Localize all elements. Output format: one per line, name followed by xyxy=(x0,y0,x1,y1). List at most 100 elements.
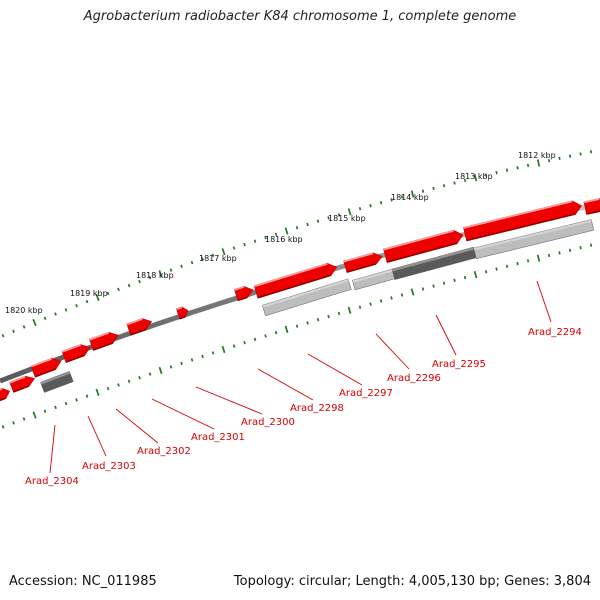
feature-block xyxy=(40,371,74,393)
inner-minor-tick xyxy=(180,361,183,366)
outer-minor-tick xyxy=(243,242,246,247)
outer-minor-tick xyxy=(306,222,309,227)
inner-minor-tick xyxy=(579,246,582,250)
outer-minor-tick xyxy=(201,257,204,261)
gene-label: Arad_2302 xyxy=(137,446,191,457)
outer-minor-tick xyxy=(568,154,572,158)
inner-minor-tick xyxy=(505,264,509,268)
outer-minor-tick xyxy=(22,325,26,329)
outer-minor-tick xyxy=(484,173,488,177)
inner-minor-tick xyxy=(390,296,393,300)
outer-minor-tick xyxy=(463,178,467,183)
gene-label-leader xyxy=(195,386,263,415)
inner-minor-tick xyxy=(495,267,498,271)
outer-minor-tick xyxy=(327,216,330,220)
outer-minor-tick xyxy=(379,201,383,205)
gene-arrow xyxy=(0,388,11,402)
gene-label: Arad_2297 xyxy=(339,388,393,399)
outer-minor-tick xyxy=(442,184,446,188)
inner-minor-tick xyxy=(148,372,152,376)
gene-arrow xyxy=(61,344,91,363)
inner-minor-tick xyxy=(516,261,519,266)
outer-minor-tick xyxy=(400,195,404,199)
scale-label: 1812 kbp xyxy=(518,151,556,160)
inner-major-tick xyxy=(221,345,226,354)
outer-minor-tick xyxy=(579,152,582,156)
outer-minor-tick xyxy=(495,171,498,175)
gene-label: Arad_2303 xyxy=(82,461,136,472)
gene-label-leader xyxy=(435,314,457,356)
outer-minor-tick xyxy=(264,235,267,240)
inner-minor-tick xyxy=(264,334,267,338)
outer-minor-tick xyxy=(117,287,120,292)
gene-label: Arad_2301 xyxy=(191,432,245,443)
outer-minor-tick xyxy=(453,181,456,185)
gene-label-leader xyxy=(87,415,107,457)
inner-minor-tick xyxy=(75,398,78,402)
outer-minor-tick xyxy=(64,308,68,312)
outer-minor-tick xyxy=(253,239,257,243)
scale-label: 1820 kbp xyxy=(5,306,43,315)
scale-label: 1817 kbp xyxy=(199,254,237,263)
gene-arrow xyxy=(383,229,464,263)
inner-minor-tick xyxy=(558,251,561,255)
inner-minor-tick xyxy=(589,243,593,247)
outer-minor-tick xyxy=(211,253,215,257)
outer-minor-tick xyxy=(85,299,89,304)
inner-minor-tick xyxy=(316,318,320,322)
gene-label-leader xyxy=(536,280,552,323)
gene-arrow xyxy=(88,331,119,351)
gene-label-leader xyxy=(115,408,159,444)
outer-minor-tick xyxy=(547,159,551,163)
outer-major-tick xyxy=(221,248,226,256)
gene-arrow xyxy=(126,318,153,336)
inner-minor-tick xyxy=(337,311,341,316)
inner-minor-tick xyxy=(421,287,425,291)
outer-major-tick xyxy=(410,190,415,198)
gene-arrow xyxy=(30,357,62,378)
outer-major-tick xyxy=(158,270,163,278)
inner-minor-tick xyxy=(201,354,204,359)
outer-minor-tick xyxy=(180,264,183,268)
inner-minor-tick xyxy=(547,253,551,258)
outer-minor-tick xyxy=(526,163,530,168)
scale-label: 1819 kbp xyxy=(70,289,108,298)
outer-minor-tick xyxy=(43,316,47,320)
scale-label: 1814 kbp xyxy=(391,193,429,202)
scale-label: 1813 kbp xyxy=(455,172,493,181)
gene-arrow xyxy=(253,262,338,299)
outer-minor-tick xyxy=(369,204,372,208)
feature-block xyxy=(262,278,352,317)
inner-major-tick xyxy=(158,366,163,375)
inner-major-tick xyxy=(410,288,415,296)
scale-label: 1815 kbp xyxy=(328,214,366,223)
inner-minor-tick xyxy=(1,425,5,429)
outer-major-tick xyxy=(473,174,478,182)
inner-minor-tick xyxy=(358,305,362,309)
inner-minor-tick xyxy=(306,321,309,325)
gene-label-leader xyxy=(375,333,410,370)
outer-major-tick xyxy=(347,208,352,216)
gene-arrow xyxy=(233,286,254,302)
feature-block xyxy=(473,219,595,259)
inner-minor-tick xyxy=(379,299,383,303)
outer-minor-tick xyxy=(558,156,561,161)
inner-minor-tick xyxy=(190,358,194,362)
inner-minor-tick xyxy=(453,278,456,282)
gene-label: Arad_2295 xyxy=(432,359,486,370)
outer-minor-tick xyxy=(274,232,278,236)
gene-label-leader xyxy=(151,398,215,430)
inner-minor-tick xyxy=(232,344,236,348)
inner-minor-tick xyxy=(138,375,141,380)
outer-major-tick xyxy=(284,227,289,235)
outer-minor-tick xyxy=(337,213,341,217)
outer-minor-tick xyxy=(232,246,236,250)
outer-minor-tick xyxy=(169,268,173,272)
outer-minor-tick xyxy=(589,150,593,154)
inner-major-tick xyxy=(347,306,352,314)
inner-major-tick xyxy=(32,411,37,419)
inner-minor-tick xyxy=(117,383,120,387)
outer-minor-tick xyxy=(358,207,362,211)
feature-block xyxy=(352,268,396,291)
